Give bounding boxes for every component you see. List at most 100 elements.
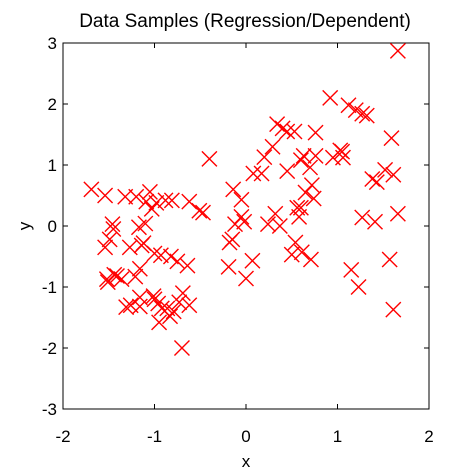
x-axis: -2 -1 0 1 2 bbox=[55, 43, 434, 446]
data-point-marker bbox=[264, 138, 281, 155]
data-point-marker bbox=[105, 221, 122, 238]
data-point-marker bbox=[334, 143, 351, 160]
data-point-marker bbox=[157, 192, 174, 209]
data-point-marker bbox=[83, 181, 100, 198]
data-point-marker bbox=[174, 285, 191, 302]
data-point-marker bbox=[350, 279, 367, 295]
data-point-marker bbox=[256, 149, 273, 166]
data-point-marker bbox=[127, 268, 144, 285]
data-point-marker bbox=[233, 191, 250, 208]
data-point-marker bbox=[302, 159, 319, 176]
y-tick-label: -3 bbox=[42, 400, 57, 419]
data-point-marker bbox=[138, 193, 155, 210]
data-point-marker bbox=[98, 271, 115, 288]
data-point-marker bbox=[113, 271, 130, 288]
data-point-marker bbox=[181, 297, 198, 314]
data-point-marker bbox=[293, 244, 310, 261]
data-point-marker bbox=[289, 199, 306, 216]
data-point-marker bbox=[358, 107, 375, 124]
data-point-marker bbox=[108, 268, 125, 285]
data-point-marker bbox=[297, 184, 314, 201]
data-point-marker bbox=[148, 194, 165, 211]
data-point-marker bbox=[131, 260, 148, 277]
data-point-marker bbox=[128, 188, 145, 205]
data-point-marker bbox=[287, 234, 304, 251]
data-point-marker bbox=[238, 270, 254, 287]
data-point-marker bbox=[118, 299, 135, 316]
x-tick-label: -2 bbox=[55, 427, 70, 446]
data-point-marker bbox=[173, 340, 190, 356]
data-point-marker bbox=[307, 147, 324, 164]
data-series-points bbox=[83, 42, 406, 356]
data-point-marker bbox=[322, 89, 339, 106]
data-point-marker bbox=[141, 183, 158, 200]
x-tick-label: 1 bbox=[333, 427, 342, 446]
data-point-marker bbox=[131, 298, 148, 315]
data-point-marker bbox=[367, 213, 384, 230]
y-tick-label: 2 bbox=[48, 95, 57, 114]
data-point-marker bbox=[302, 251, 319, 268]
y-tick-label: 1 bbox=[48, 156, 57, 175]
data-point-marker bbox=[253, 165, 270, 182]
data-point-marker bbox=[99, 274, 116, 291]
data-point-marker bbox=[389, 205, 406, 222]
data-point-marker bbox=[137, 215, 154, 232]
data-point-marker bbox=[104, 216, 121, 233]
data-point-marker bbox=[340, 97, 357, 114]
data-point-marker bbox=[245, 165, 262, 182]
data-point-marker bbox=[295, 147, 312, 164]
data-point-marker bbox=[179, 257, 196, 274]
data-point-marker bbox=[97, 239, 114, 256]
y-axis-label: y bbox=[15, 221, 34, 230]
data-point-marker bbox=[274, 120, 291, 137]
data-point-marker bbox=[162, 248, 179, 265]
y-axis: 3 2 1 0 -1 -2 -3 bbox=[42, 34, 429, 419]
data-point-marker bbox=[221, 234, 238, 251]
y-tick-label: 0 bbox=[48, 217, 57, 236]
data-point-marker bbox=[225, 181, 242, 198]
y-tick-label: -1 bbox=[42, 278, 57, 297]
data-point-marker bbox=[97, 187, 114, 204]
data-point-marker bbox=[171, 294, 188, 311]
x-tick-label: 2 bbox=[424, 427, 433, 446]
y-tick-label: -2 bbox=[42, 339, 57, 358]
data-point-marker bbox=[307, 124, 324, 141]
data-point-marker bbox=[385, 301, 402, 318]
data-point-marker bbox=[279, 163, 296, 180]
data-point-marker bbox=[381, 251, 398, 268]
data-point-marker bbox=[292, 199, 309, 216]
data-point-marker bbox=[383, 130, 400, 147]
data-point-marker bbox=[279, 123, 296, 140]
data-point-marker bbox=[286, 123, 303, 140]
chart-title: Data Samples (Regression/Dependent) bbox=[79, 11, 411, 32]
data-point-marker bbox=[233, 208, 250, 225]
y-tick-label: 3 bbox=[48, 34, 57, 53]
data-point-marker bbox=[220, 258, 237, 275]
data-point-marker bbox=[146, 245, 163, 262]
data-point-marker bbox=[354, 209, 371, 226]
data-point-marker bbox=[151, 314, 168, 331]
x-tick-label: 0 bbox=[241, 427, 250, 446]
data-point-marker bbox=[244, 252, 261, 269]
data-point-marker bbox=[343, 261, 360, 278]
data-point-marker bbox=[131, 289, 148, 306]
data-point-marker bbox=[305, 190, 322, 207]
data-point-marker bbox=[368, 174, 385, 191]
data-point-marker bbox=[101, 231, 118, 248]
data-point-marker bbox=[195, 204, 211, 221]
data-point-marker bbox=[364, 171, 381, 188]
data-point-marker bbox=[292, 152, 309, 169]
data-point-marker bbox=[267, 205, 284, 222]
data-point-marker bbox=[283, 246, 300, 263]
data-point-marker bbox=[377, 161, 394, 178]
data-point-marker bbox=[163, 192, 180, 209]
x-axis-label: x bbox=[242, 452, 251, 471]
data-point-marker bbox=[121, 239, 138, 256]
data-point-marker bbox=[236, 213, 253, 230]
data-point-marker bbox=[271, 218, 288, 234]
data-point-marker bbox=[145, 288, 162, 305]
x-tick-label: -1 bbox=[147, 427, 162, 446]
data-point-marker bbox=[153, 300, 170, 317]
data-point-marker bbox=[334, 149, 351, 166]
